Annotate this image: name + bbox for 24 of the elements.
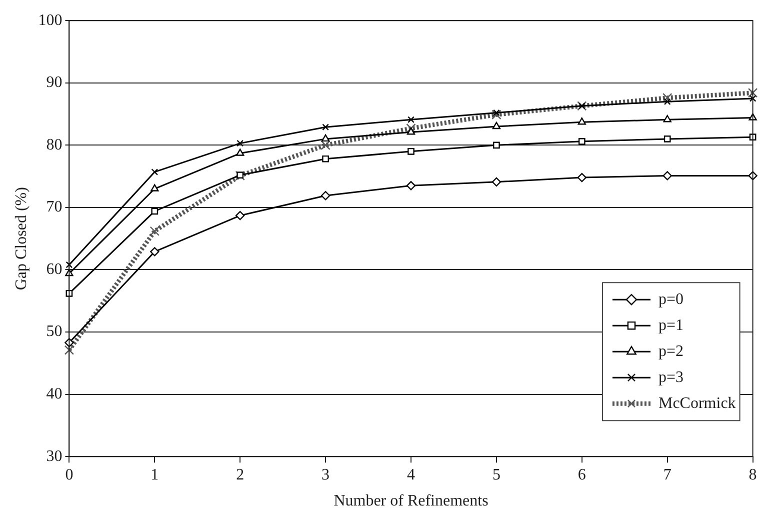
x-axis-title: Number of Refinements: [334, 492, 488, 510]
legend-label: p=0: [658, 290, 684, 308]
x-tick-label: 5: [492, 466, 500, 484]
x-tick-label: 4: [407, 466, 415, 484]
legend-label: p=1: [658, 316, 684, 334]
y-tick-label: 40: [46, 386, 62, 403]
x-tick-label: 3: [322, 466, 330, 484]
x-tick-label: 0: [65, 466, 74, 484]
x-tick-label: 6: [578, 466, 586, 484]
x-tick-label: 8: [748, 466, 757, 484]
legend-label: McCormick: [658, 394, 736, 412]
legend-label: p=2: [658, 342, 684, 360]
y-tick-label: 50: [46, 323, 62, 340]
x-tick-label: 2: [236, 466, 244, 484]
y-tick-label: 30: [46, 448, 62, 465]
x-tick-label: 1: [150, 466, 159, 484]
y-tick-label: 100: [38, 12, 62, 29]
y-tick-label: 80: [46, 136, 62, 154]
y-tick-label: 70: [46, 198, 62, 216]
y-tick-label: 60: [46, 260, 62, 278]
x-tick-label: 7: [663, 466, 672, 484]
legend-label: p=3: [658, 368, 684, 386]
y-tick-label: 90: [46, 74, 62, 92]
y-axis-title: Gap Closed (%): [12, 187, 30, 290]
